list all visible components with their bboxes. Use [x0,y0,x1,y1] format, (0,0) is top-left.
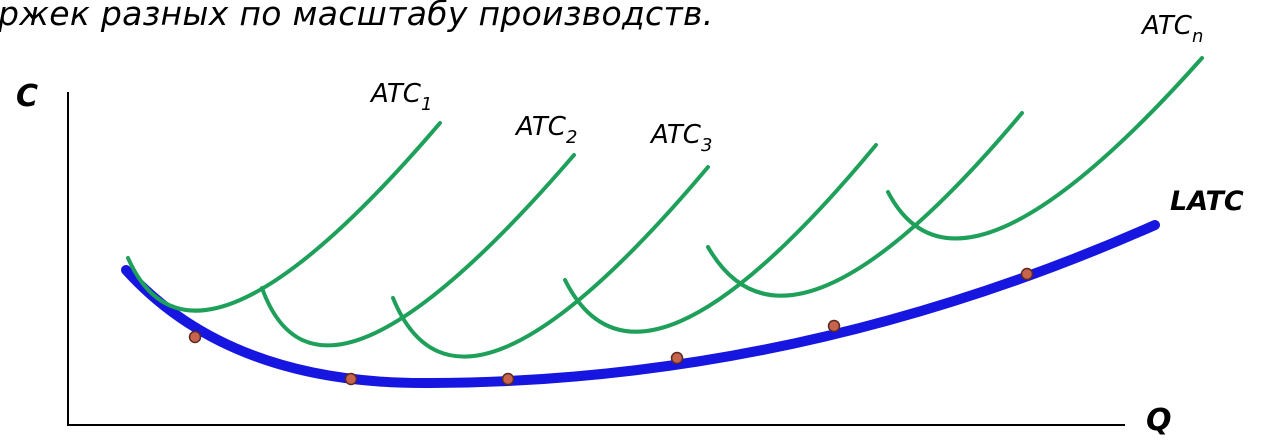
y-axis-label: C [16,79,38,114]
tangency-point [827,319,841,333]
atc-curve-2 [260,153,576,348]
slide-heading: ржек разных по масштабу производств. [0,0,714,33]
latc-curve [121,220,1160,389]
tangency-point [670,351,684,365]
atc-curve-5 [706,111,1024,298]
tangency-point [1020,267,1034,281]
atc-curve-3 [391,165,710,359]
atc-3-label: ATC3 [649,120,712,156]
atc-curve-n [886,56,1204,241]
latc-label: LATC [1170,186,1244,217]
atc-2-label: ATC2 [514,112,577,148]
atc-curve-4 [563,143,878,334]
atc-1-label: ATC1 [369,79,432,115]
tangency-point [344,372,358,386]
tangency-point [188,330,202,344]
atc-curve-1 [126,121,442,313]
x-axis-label: Q [1146,403,1172,438]
atc-n-label: ATCn [1140,11,1203,47]
tangency-point [501,372,515,386]
